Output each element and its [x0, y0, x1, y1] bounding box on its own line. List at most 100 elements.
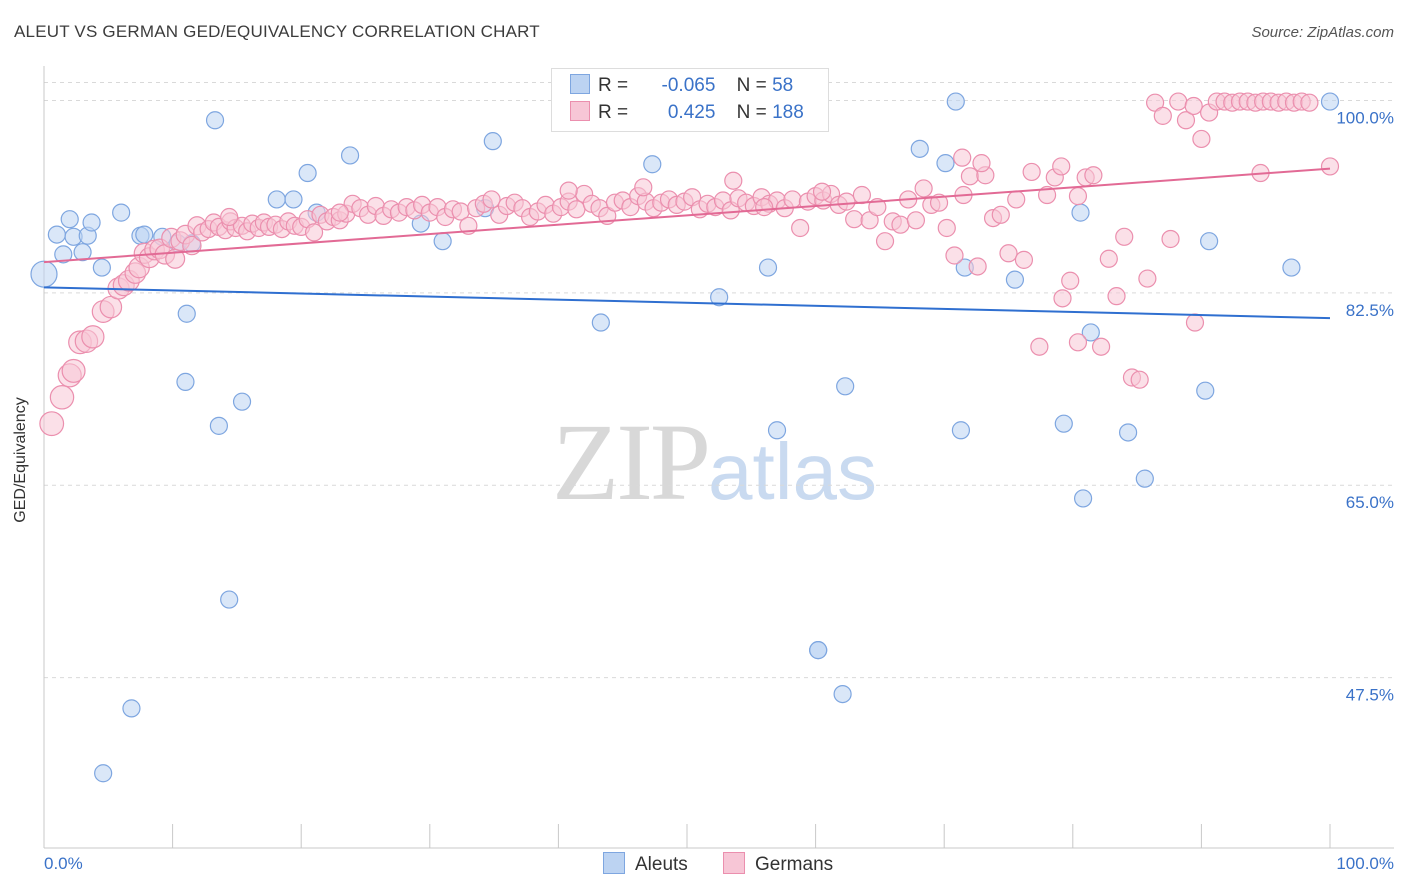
aleut-point [47, 225, 66, 244]
aleut-point [1071, 203, 1090, 222]
german-point [972, 154, 991, 173]
aleut-n-label: N = [736, 75, 767, 96]
german-point [220, 207, 239, 227]
source-label: Source: ZipAtlas.com [1251, 24, 1394, 41]
aleut-point [92, 258, 111, 277]
german-point [1138, 269, 1157, 288]
aleut-point [177, 304, 196, 323]
german-point [812, 182, 832, 201]
german-point [1084, 166, 1103, 185]
legend-row-german: R = 0.425 N = 188 [570, 101, 804, 127]
german-point [1053, 289, 1072, 308]
aleut-point [643, 155, 662, 174]
aleut-point [946, 92, 965, 111]
german-point [1185, 313, 1205, 332]
aleut-point [340, 146, 360, 165]
aleut-point [1135, 469, 1154, 488]
german-point [559, 181, 578, 200]
german-point [1184, 96, 1203, 116]
german-n-value: 188 [772, 102, 804, 123]
german-point [1030, 337, 1049, 356]
aleut-point [710, 288, 729, 307]
aleut-point [483, 132, 502, 151]
german-n-label: N = [736, 102, 767, 123]
german-point [945, 246, 964, 265]
aleut-point [232, 392, 252, 411]
german-point [482, 190, 501, 209]
german-point [49, 385, 75, 410]
x-tick-label: 0.0% [44, 854, 83, 873]
aleut-point [176, 372, 195, 391]
aleut-point [1081, 323, 1100, 342]
y-tick-label: 100.0% [1336, 108, 1394, 127]
aleut-point [1320, 92, 1340, 111]
german-point [1107, 287, 1126, 306]
german-r-value: 0.425 [667, 102, 716, 123]
y-axis-label: GED/Equivalency [12, 397, 29, 523]
german-point [937, 218, 956, 238]
german-point [1052, 157, 1071, 176]
german-point [891, 215, 910, 234]
aleut-point [1200, 232, 1219, 251]
aleut-point [30, 260, 58, 288]
german-point [1192, 129, 1211, 149]
german-point [1169, 92, 1188, 111]
bottom-legend-germans: Germans [723, 852, 833, 876]
german-point [39, 411, 65, 437]
aleut-point [910, 139, 929, 158]
aleut-point [1282, 258, 1301, 277]
german-trendline [43, 167, 1331, 264]
aleut-point [1005, 270, 1025, 289]
aleut-swatch [570, 74, 590, 94]
aleut-point [1196, 381, 1215, 400]
y-tick-label: 65.0% [1346, 493, 1394, 512]
german-point [1130, 370, 1149, 389]
german-point [791, 218, 810, 238]
german-point [968, 257, 987, 276]
german-point [330, 203, 349, 222]
german-point [953, 148, 972, 167]
german-point [1068, 333, 1088, 352]
german-point [724, 171, 743, 190]
aleut-point [767, 421, 787, 440]
aleut-point [122, 699, 141, 718]
aleut-point [1054, 414, 1073, 433]
legend-row-aleut: R = -0.065 N = 58 [570, 74, 793, 100]
german-point [960, 167, 980, 186]
aleut-point [833, 684, 852, 704]
german-point [1099, 249, 1118, 268]
german-point [1176, 111, 1196, 130]
german-point [755, 198, 774, 217]
german-point [1037, 185, 1057, 205]
german-point [1068, 187, 1088, 206]
german-point [868, 198, 887, 217]
german-point [852, 185, 871, 205]
german-point [1300, 93, 1319, 112]
aleut-point [82, 213, 101, 232]
german-point [634, 178, 653, 197]
y-tick-label: 47.5% [1346, 686, 1394, 705]
german-point [1091, 337, 1111, 356]
german-point [1022, 162, 1041, 182]
german-point [1014, 250, 1034, 269]
german-point [1007, 190, 1026, 209]
german-point [906, 211, 926, 230]
watermark-zip: ZIP [552, 401, 711, 523]
german-point [61, 358, 86, 383]
aleut-point [936, 154, 955, 173]
german-point [783, 190, 802, 209]
aleut-point [298, 163, 317, 183]
aleut-point [1073, 489, 1093, 508]
german-point [1161, 229, 1180, 249]
german-point [929, 193, 949, 212]
aleut-point [209, 416, 228, 435]
aleut-r-value: -0.065 [661, 75, 716, 96]
german-point [999, 244, 1018, 263]
aleut-point [1118, 423, 1138, 442]
aleut-point [60, 210, 79, 229]
german-point [991, 205, 1010, 224]
x-tick-label: 100.0% [1336, 854, 1394, 873]
aleut-point [220, 590, 239, 609]
watermark: ZIPatlas [552, 398, 877, 526]
german-point [837, 192, 856, 211]
